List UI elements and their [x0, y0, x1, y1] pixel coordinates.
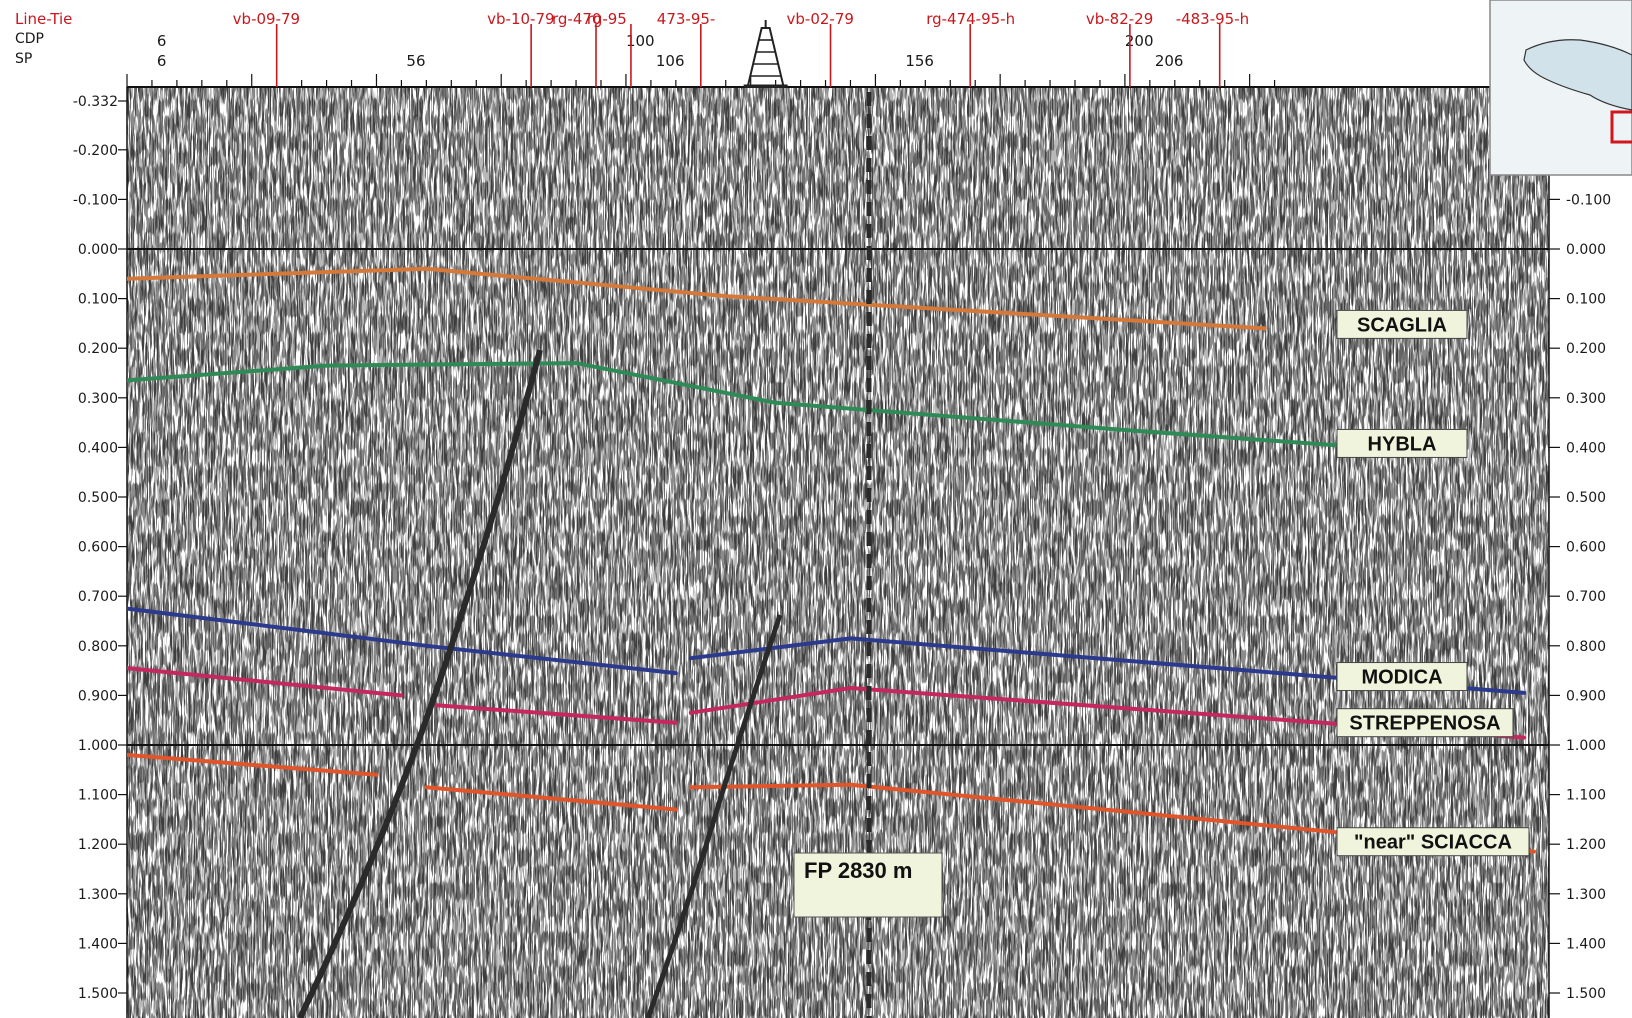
left-axis-label: -0.100 — [73, 192, 118, 208]
study-area-marker-icon — [1610, 110, 1632, 144]
horizon-label: MODICA — [1361, 667, 1442, 689]
sp-tick-label: 56 — [406, 52, 425, 70]
right-axis-label: 1.000 — [1566, 738, 1606, 754]
right-axis-label: 0.700 — [1566, 589, 1606, 605]
sp-tick-label: 156 — [905, 52, 934, 70]
horizon-label-box — [1336, 662, 1468, 692]
left-axis-label: 0.300 — [78, 391, 118, 407]
line-tie-label: rg-470 — [552, 10, 601, 28]
horizon-line — [424, 785, 678, 812]
right-axis-label: 0.100 — [1566, 292, 1606, 308]
horizon-line — [688, 636, 1527, 695]
right-axis-label: 0.400 — [1566, 440, 1606, 456]
horizon-label: STREPPENOSA — [1349, 713, 1500, 735]
major-gridlines — [127, 248, 1549, 746]
left-axis-label: 1.000 — [78, 738, 118, 754]
horizon-labels: SCAGLIA HYBLA MODICA STREPPENOSA "near" SCIA… — [1336, 309, 1530, 857]
horizon-label: "near" SCIACCA — [1354, 832, 1512, 854]
line-tie-label: -483-95-h — [1176, 10, 1249, 28]
left-axis-label: 0.700 — [78, 589, 118, 605]
right-axis-label: 0.300 — [1566, 391, 1606, 407]
left-axis-label: 1.300 — [78, 887, 118, 903]
cdp-tick-label: 6 — [157, 32, 167, 50]
left-axis-label: 0.100 — [78, 292, 118, 308]
fault-line-west — [297, 349, 543, 1018]
line-tie-label: vb-82-29 — [1086, 10, 1153, 28]
right-axis-label: 0.900 — [1566, 688, 1606, 704]
line-tie-label: rg-95 — [587, 10, 627, 28]
header-ticks: 6 100 200 6 56 106 156 206 — [126, 32, 1276, 87]
sicily-coast-icon — [1523, 39, 1632, 111]
horizon-label-box — [1336, 827, 1530, 857]
section-frame — [126, 86, 1550, 1018]
left-axis-label: -0.200 — [73, 143, 118, 159]
right-axis-label: 0.200 — [1566, 341, 1606, 357]
right-axis-label: 0.600 — [1566, 540, 1606, 556]
horizon-label: SCAGLIA — [1357, 314, 1447, 336]
horizon-line — [127, 266, 1267, 331]
right-axis-label: 1.200 — [1566, 837, 1606, 853]
line-tie-label: vb-09-79 — [233, 10, 300, 28]
right-axis-label: 1.100 — [1566, 788, 1606, 804]
line-tie-label: Line-Tie — [15, 10, 72, 28]
line-tie-label: rg-474-95-h — [926, 10, 1015, 28]
horizon-line — [127, 666, 404, 698]
horizon-line — [688, 686, 1527, 740]
right-time-axis: -0.100 0.000 0.100 0.200 0.300 0.400 0.500 0.60… — [1549, 192, 1611, 1002]
left-axis-label: 1.200 — [78, 837, 118, 853]
left-axis-label: 0.900 — [78, 688, 118, 704]
sp-tick-label: 206 — [1155, 52, 1184, 70]
line-tie-label: 473-95- — [657, 10, 716, 28]
horizon-label-box — [1336, 428, 1468, 458]
horizon-line — [127, 361, 1402, 452]
left-axis-label: 0.200 — [78, 341, 118, 357]
horizon-label-box — [1336, 309, 1468, 339]
left-axis-label: 0.600 — [78, 540, 118, 556]
cdp-tick-label: 100 — [626, 32, 655, 50]
cdp-label: CDP — [15, 31, 44, 47]
horizon-label-box — [1336, 708, 1514, 738]
right-axis-label: 0.500 — [1566, 490, 1606, 506]
fault-line-east — [645, 614, 783, 1018]
sp-tick-label: 106 — [656, 52, 685, 70]
left-axis-label: 0.000 — [78, 242, 118, 258]
left-axis-label: 1.400 — [78, 936, 118, 952]
right-axis-label: 0.800 — [1566, 639, 1606, 655]
fault-lines — [297, 349, 783, 1018]
right-axis-label: 1.500 — [1566, 986, 1606, 1002]
well-derrick-icon — [743, 20, 788, 88]
horizon-line — [434, 703, 678, 725]
horizon-line — [127, 606, 678, 676]
horizon-line — [127, 752, 379, 777]
line-tie-label: vb-10-79 — [487, 10, 554, 28]
left-axis-label: 0.400 — [78, 440, 118, 456]
seismic-traces — [127, 87, 1549, 1018]
left-axis-label: -0.332 — [73, 94, 118, 110]
left-axis-label: 1.500 — [78, 986, 118, 1002]
sp-label: SP — [15, 51, 32, 67]
left-axis-label: 0.500 — [78, 490, 118, 506]
cdp-tick-label: 200 — [1125, 32, 1154, 50]
location-inset-map — [1489, 0, 1632, 176]
horizon-label: HYBLA — [1368, 433, 1437, 455]
left-axis-label: 1.100 — [78, 788, 118, 804]
well-label-box: FP 2830 m — [793, 852, 943, 918]
horizon-lines — [127, 266, 1536, 854]
left-axis-label: 0.800 — [78, 639, 118, 655]
left-time-axis: -0.332 -0.200 -0.100 0.000 0.100 0.200 0.300 0.… — [73, 94, 127, 1002]
horizon-line — [688, 782, 1536, 854]
right-axis-label: 1.400 — [1566, 936, 1606, 952]
line-tie-label: vb-02-79 — [787, 10, 854, 28]
right-axis-label: 1.300 — [1566, 887, 1606, 903]
well-label: FP 2830 m — [804, 858, 912, 883]
sp-tick-label: 6 — [157, 52, 167, 70]
right-axis-label: -0.100 — [1566, 192, 1611, 208]
right-axis-label: 0.000 — [1566, 242, 1606, 258]
